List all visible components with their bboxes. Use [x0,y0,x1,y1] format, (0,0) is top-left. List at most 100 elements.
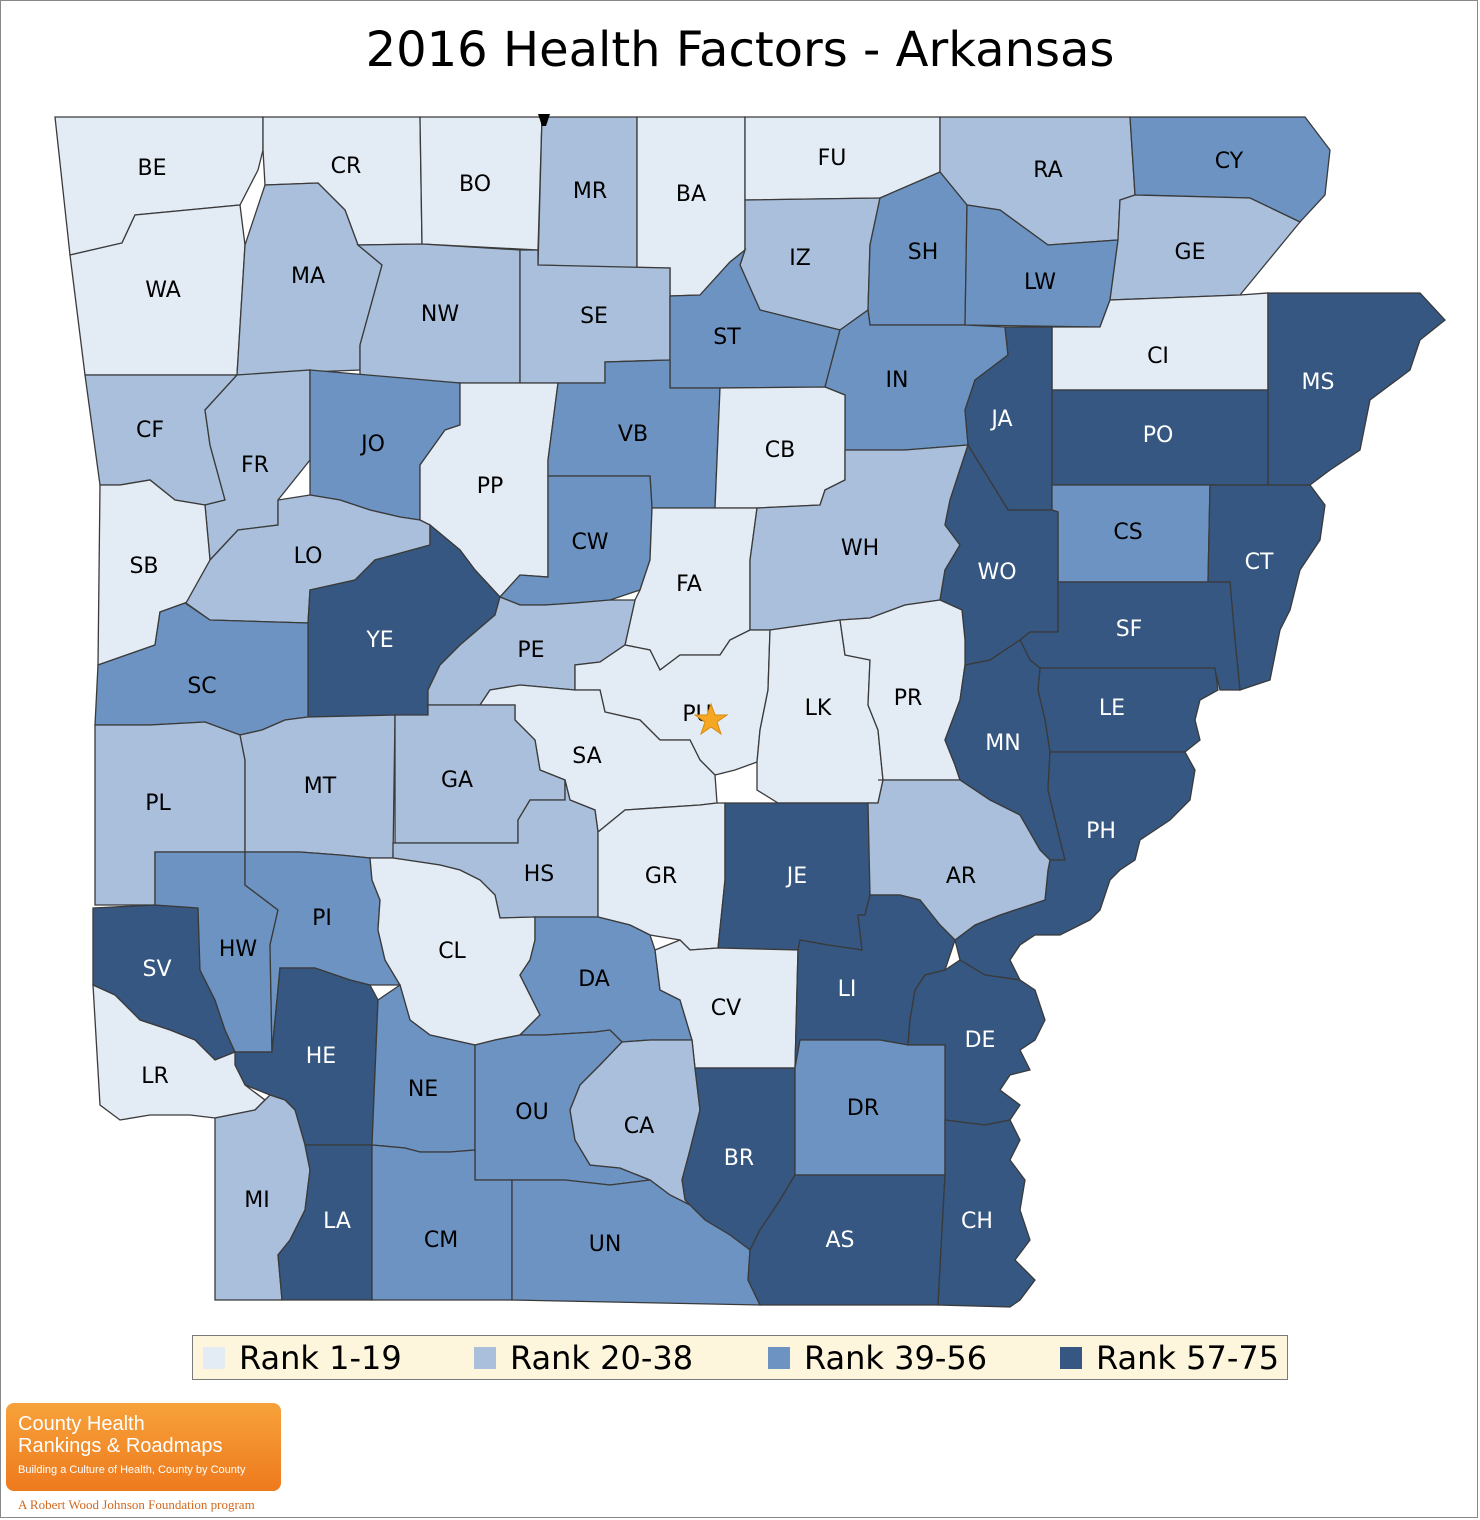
county-label-ne: NE [408,1077,438,1102]
star-icon [693,702,729,736]
logo-line-2: Rankings & Roadmaps [18,1435,223,1457]
legend-item-tier-4: Rank 57-75 [1060,1336,1279,1379]
county-label-ca: CA [624,1114,654,1139]
legend-swatch-tier-2 [474,1346,496,1369]
county-label-la: LA [323,1209,351,1234]
legend-label-tier-3: Rank 39-56 [804,1338,988,1377]
county-label-cy: CY [1215,149,1244,174]
county-label-lw: LW [1024,270,1056,295]
legend-label-tier-1: Rank 1-19 [239,1338,402,1377]
county-label-lk: LK [805,696,832,721]
county-label-de: DE [965,1028,996,1053]
legend-item-tier-1: Rank 1-19 [203,1336,402,1379]
county-label-cw: CW [571,530,608,555]
county-label-le: LE [1099,696,1125,721]
north-marker-icon [538,114,550,126]
county-label-wo: WO [977,560,1016,585]
county-label-ge: GE [1175,240,1206,265]
county-label-ba: BA [676,182,706,207]
legend-label-tier-2: Rank 20-38 [510,1338,694,1377]
county-label-fr: FR [241,453,269,478]
county-label-hw: HW [219,937,258,962]
county-label-cr: CR [331,154,362,179]
county-label-cs: CS [1113,520,1142,545]
county-label-sc: SC [187,674,216,699]
logo-line-1: County Health [18,1413,145,1435]
county-label-be: BE [138,156,167,181]
county-label-fa: FA [676,572,702,597]
county-label-ph: PH [1086,819,1116,844]
county-label-ou: OU [515,1100,548,1125]
legend-swatch-tier-1 [203,1346,225,1369]
county-label-ja: JA [989,407,1012,432]
county-label-cv: CV [711,996,741,1021]
county-label-sb: SB [129,554,158,579]
county-label-da: DA [578,967,610,992]
county-label-sv: SV [142,957,171,982]
county-pi [244,851,402,1053]
legend-swatch-tier-4 [1060,1346,1082,1369]
county-label-ci: CI [1147,344,1169,369]
county-label-hs: HS [524,862,555,887]
county-label-wh: WH [841,536,879,561]
county-ms [1267,292,1446,486]
county-label-in: IN [886,368,909,393]
county-label-cl: CL [438,939,466,964]
map-legend: Rank 1-19 Rank 20-38 Rank 39-56 Rank 57-… [192,1335,1288,1380]
county-label-lr: LR [141,1064,169,1089]
county-label-lo: LO [294,544,323,569]
map-title: 2016 Health Factors - Arkansas [365,22,1115,78]
county-label-ga: GA [441,768,473,793]
legend-item-tier-3: Rank 39-56 [768,1336,987,1379]
county-label-li: LI [838,977,857,1002]
county-label-vb: VB [618,422,648,447]
county-label-pe: PE [517,638,544,663]
county-label-as: AS [825,1228,854,1253]
county-label-st: ST [713,325,741,350]
county-label-iz: IZ [789,246,811,271]
county-label-pi: PI [312,906,332,931]
county-label-ms: MS [1302,370,1335,395]
chrr-logo: County Health Rankings & Roadmaps Buildi… [6,1403,281,1491]
county-label-cb: CB [765,438,795,463]
county-label-br: BR [724,1146,754,1171]
county-label-ch: CH [961,1209,993,1234]
county-label-cm: CM [424,1228,458,1253]
county-label-mn: MN [985,731,1020,756]
county-label-ma: MA [291,264,325,289]
county-label-mt: MT [304,774,337,799]
county-label-fu: FU [818,146,847,171]
county-label-cf: CF [136,418,164,443]
sponsor-credit: A Robert Wood Johnson Foundation program [18,1497,255,1512]
county-label-pl: PL [145,791,171,816]
county-label-nw: NW [421,302,459,327]
county-label-mi: MI [244,1188,269,1213]
county-label-ra: RA [1033,158,1062,183]
county-label-mr: MR [573,179,607,204]
county-label-un: UN [589,1232,622,1257]
legend-item-tier-2: Rank 20-38 [474,1336,693,1379]
county-le [1037,667,1219,753]
county-ch [937,1119,1036,1308]
county-label-je: JE [785,864,807,889]
county-label-se: SE [580,304,608,329]
county-label-sf: SF [1116,617,1143,642]
county-label-bo: BO [459,172,491,197]
county-label-he: HE [306,1044,336,1069]
county-cm [371,1144,513,1301]
county-label-jo: JO [359,432,385,457]
legend-label-tier-4: Rank 57-75 [1096,1338,1280,1377]
county-label-ye: YE [365,628,393,653]
county-label-pp: PP [477,474,504,499]
county-label-dr: DR [847,1096,879,1121]
legend-swatch-tier-3 [768,1346,790,1369]
county-label-wa: WA [145,278,181,303]
county-label-sa: SA [572,744,601,769]
county-label-gr: GR [645,864,677,889]
logo-tagline: Building a Culture of Health, County by … [18,1464,246,1476]
county-lr [92,983,266,1121]
county-label-po: PO [1143,423,1174,448]
county-label-pr: PR [894,686,923,711]
